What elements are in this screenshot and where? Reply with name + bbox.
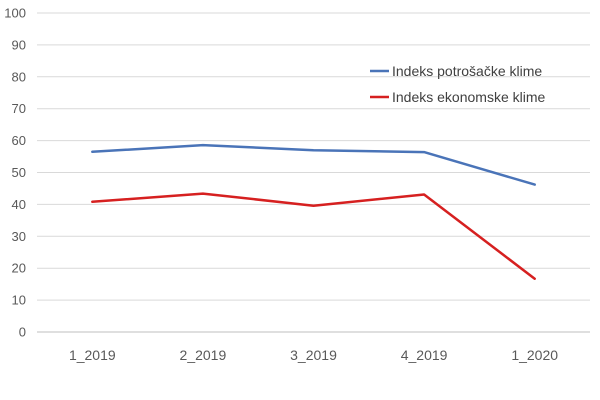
y-axis-ticks: 0 10 20 30 40 50 60 70 80 90 100 bbox=[4, 6, 26, 340]
x-tick-label: 2_2019 bbox=[180, 347, 227, 363]
y-tick-label: 20 bbox=[12, 261, 26, 276]
y-tick-label: 80 bbox=[12, 69, 26, 84]
legend-label: Indeks ekonomske klime bbox=[392, 89, 546, 105]
y-tick-label: 40 bbox=[12, 197, 26, 212]
legend-label: Indeks potrošačke klime bbox=[392, 63, 542, 79]
y-tick-label: 10 bbox=[12, 293, 26, 308]
y-tick-label: 90 bbox=[12, 37, 26, 52]
y-tick-label: 30 bbox=[12, 229, 26, 244]
y-tick-label: 100 bbox=[4, 6, 26, 21]
series-line-1 bbox=[91, 143, 536, 186]
x-tick-label: 3_2019 bbox=[290, 347, 337, 363]
x-tick-label: 1_2019 bbox=[69, 347, 116, 363]
x-tick-label: 4_2019 bbox=[401, 347, 448, 363]
x-tick-label: 1_2020 bbox=[511, 347, 558, 363]
series-line-2 bbox=[91, 192, 536, 280]
series-lines bbox=[91, 143, 536, 280]
x-axis-ticks: 1_2019 2_2019 3_2019 4_2019 1_2020 bbox=[69, 347, 558, 363]
y-tick-label: 0 bbox=[19, 325, 26, 340]
gridlines bbox=[37, 12, 590, 333]
y-tick-label: 60 bbox=[12, 133, 26, 148]
y-tick-label: 50 bbox=[12, 165, 26, 180]
y-tick-label: 70 bbox=[12, 101, 26, 116]
legend: Indeks potrošačke klime Indeks ekonomske … bbox=[370, 63, 546, 105]
